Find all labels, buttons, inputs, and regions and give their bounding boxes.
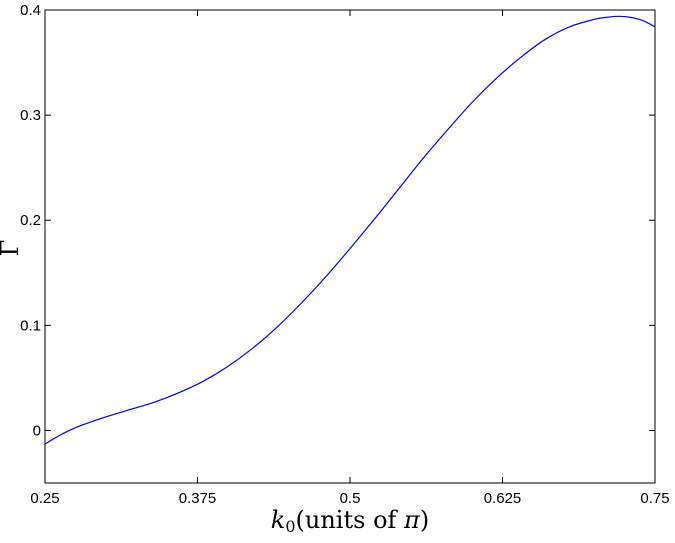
x-tick-label: 0.25 (30, 490, 59, 507)
x-axis-title-close: ) (420, 506, 429, 534)
x-axis-title-symbol: k (271, 506, 286, 534)
x-tick-label: 0.625 (484, 490, 522, 507)
y-tick-label: 0.3 (20, 107, 41, 124)
x-axis-title-subscript: 0 (285, 517, 295, 536)
x-axis-title-pi: π (403, 506, 421, 534)
x-axis-title: k0(units of π) (271, 506, 429, 536)
y-tick-label: 0.4 (20, 2, 41, 19)
y-axis: 0 0.1 0.2 0.3 0.4 (20, 2, 655, 439)
y-tick-label: 0 (33, 422, 41, 439)
plot-area (44, 9, 656, 484)
series-line (44, 15, 656, 445)
x-axis: 0.25 0.375 0.5 0.625 0.75 (30, 10, 670, 507)
x-tick-label: 0.75 (640, 490, 669, 507)
y-tick-label: 0.1 (20, 317, 41, 334)
y-tick-label: 0.2 (20, 212, 41, 229)
series-layer (44, 15, 656, 445)
x-tick-label: 0.375 (179, 490, 217, 507)
plot-frame (44, 9, 656, 484)
x-tick-label: 0.5 (340, 490, 361, 507)
y-axis-title: Γ (0, 240, 24, 257)
x-axis-title-text: (units of (296, 506, 405, 534)
